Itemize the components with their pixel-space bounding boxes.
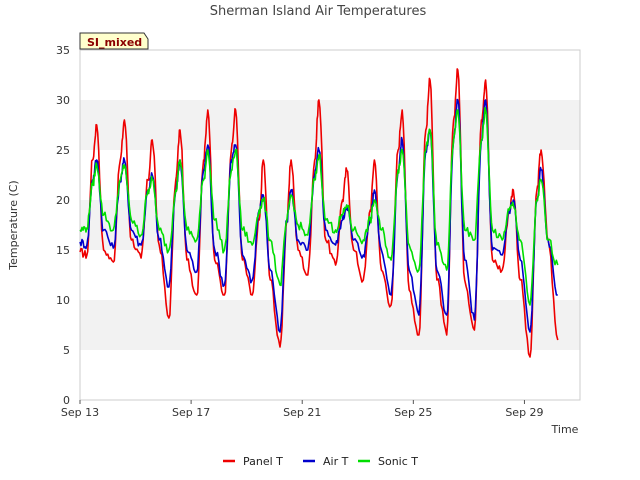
y-tick-label: 35	[56, 44, 70, 57]
y-tick-label: 5	[63, 344, 70, 357]
legend-label: Panel T	[243, 455, 283, 468]
legend-label: Sonic T	[378, 455, 418, 468]
y-tick-label: 15	[56, 244, 70, 257]
grid-bands	[80, 100, 580, 350]
x-axis-ticks: Sep 13 Sep 17 Sep 21 Sep 25 Sep 29	[61, 400, 544, 419]
x-axis-label: Time	[551, 423, 579, 436]
x-tick-label: Sep 13	[61, 406, 99, 419]
grid-band	[80, 200, 580, 250]
grid-band	[80, 100, 580, 150]
y-tick-label: 10	[56, 294, 70, 307]
legend-label: Air T	[323, 455, 349, 468]
series-lines	[79, 68, 559, 358]
badge-label: SI_mixed	[87, 36, 142, 49]
dataset-badge: SI_mixed	[79, 32, 149, 50]
chart-title: Sherman Island Air Temperatures	[210, 4, 427, 19]
x-tick-label: Sep 25	[394, 406, 432, 419]
legend: Panel T Air T Sonic T	[223, 455, 418, 468]
series-line-sonic-t	[79, 106, 559, 306]
y-tick-label: 0	[63, 394, 70, 407]
y-axis-label: Temperature (C)	[7, 180, 20, 270]
x-tick-label: Sep 21	[283, 406, 321, 419]
plot-frame	[79, 49, 581, 401]
y-tick-label: 30	[56, 94, 70, 107]
grid-band	[80, 300, 580, 350]
x-tick-label: Sep 29	[505, 406, 543, 419]
y-axis-ticks: 0 5 10 15 20 25 30 35	[56, 44, 70, 407]
badge-box	[79, 32, 149, 50]
y-tick-label: 25	[56, 144, 70, 157]
y-tick-label: 20	[56, 194, 70, 207]
x-tick-label: Sep 17	[172, 406, 210, 419]
